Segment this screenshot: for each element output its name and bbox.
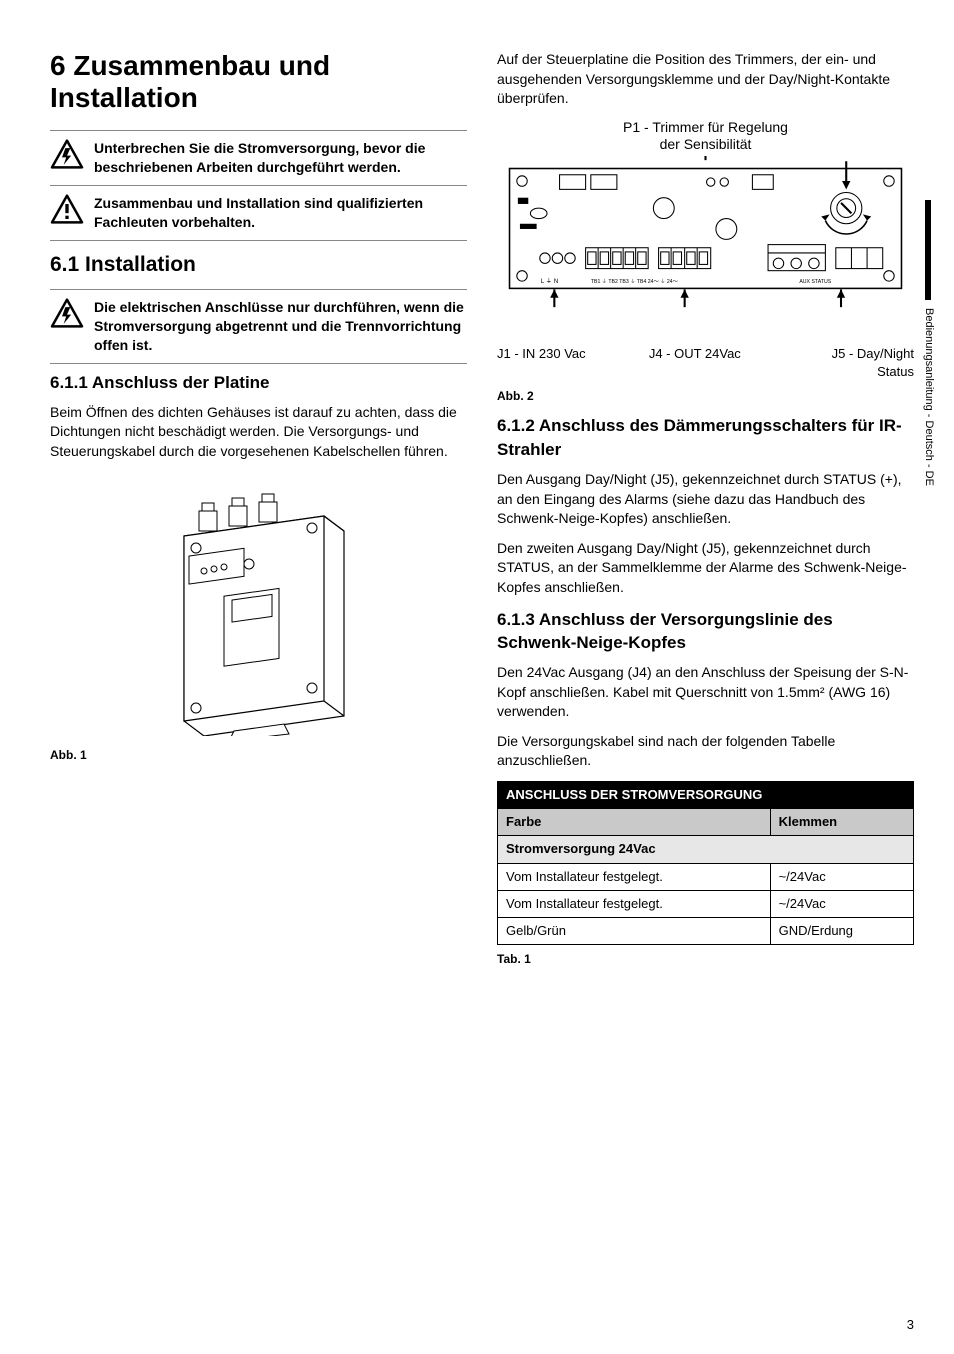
warning-electrical: Die elektrischen Anschlüsse nur durchfüh…: [50, 289, 467, 364]
right-column: Auf der Steuerplatine die Position des T…: [497, 50, 914, 978]
subsubsection-title: 6.1.1 Anschluss der Platine: [50, 371, 467, 395]
warning-text: Zusammenbau und Installation sind qualif…: [94, 194, 467, 232]
svg-text:AUX STATUS: AUX STATUS: [799, 280, 831, 286]
table-cell: GND/Erdung: [770, 918, 913, 945]
svg-text:L ⏚ N: L ⏚ N: [541, 278, 558, 286]
power-connection-table: ANSCHLUSS DER STROMVERSORGUNG Farbe Klem…: [497, 781, 914, 945]
label-line: P1 - Trimmer für Regelung: [623, 119, 788, 135]
page-number: 3: [907, 1316, 914, 1334]
body-text: Die Versorgungskabel sind nach der folge…: [497, 732, 914, 771]
label-j1: J1 - IN 230 Vac: [497, 345, 586, 381]
caution-icon: [50, 194, 84, 224]
table-row: Vom Installateur festgelegt. ~/24Vac: [498, 890, 914, 917]
table-title: ANSCHLUSS DER STROMVERSORGUNG: [498, 782, 914, 809]
subsubsection-title: 6.1.2 Anschluss des Dämmerungsschalters …: [497, 414, 914, 462]
figure-caption: Abb. 2: [497, 388, 914, 405]
table-cell: ~/24Vac: [770, 863, 913, 890]
table-col-header: Klemmen: [770, 809, 913, 836]
electrical-hazard-icon: [50, 298, 84, 328]
table-row: Gelb/Grün GND/Erdung: [498, 918, 914, 945]
side-tab: Bedienungsanleitung - Deutsch - DE: [921, 200, 936, 486]
label-line: der Sensibilität: [660, 136, 752, 152]
electrical-hazard-icon: [50, 139, 84, 169]
body-text: Beim Öffnen des dichten Gehäuses ist dar…: [50, 403, 467, 462]
warning-power: Unterbrechen Sie die Stromversorgung, be…: [50, 130, 467, 186]
table-caption: Tab. 1: [497, 951, 914, 968]
warning-text: Die elektrischen Anschlüsse nur durchfüh…: [94, 298, 467, 355]
subsubsection-title: 6.1.3 Anschluss der Versorgungslinie des…: [497, 608, 914, 656]
section-title: 6 Zusammenbau und Installation: [50, 50, 467, 114]
pcb-bottom-labels: J1 - IN 230 Vac J4 - OUT 24Vac J5 - Day/…: [497, 345, 914, 381]
page-container: 6 Zusammenbau und Installation Unterbrec…: [50, 50, 914, 978]
warning-text: Unterbrechen Sie die Stromversorgung, be…: [94, 139, 467, 177]
pcb-illustration: L ⏚ N TB1 ⏚ TB2 TB3 ⏚ TB4 24～ ⏚ 24～ AUX …: [497, 156, 914, 333]
enclosure-illustration: [154, 476, 364, 736]
body-text: Den zweiten Ausgang Day/Night (J5), geke…: [497, 539, 914, 598]
table-row: Vom Installateur festgelegt. ~/24Vac: [498, 863, 914, 890]
table-subheader: Stromversorgung 24Vac: [498, 836, 914, 863]
table-cell: Gelb/Grün: [498, 918, 771, 945]
table-cell: Vom Installateur festgelegt.: [498, 890, 771, 917]
side-tab-label: Bedienungsanleitung - Deutsch - DE: [921, 308, 936, 486]
body-text: Auf der Steuerplatine die Position des T…: [497, 50, 914, 109]
body-text: Den 24Vac Ausgang (J4) an den Anschluss …: [497, 663, 914, 722]
left-column: 6 Zusammenbau und Installation Unterbrec…: [50, 50, 467, 978]
body-text: Den Ausgang Day/Night (J5), gekennzeichn…: [497, 470, 914, 529]
pcb-top-label: P1 - Trimmer für Regelung der Sensibilit…: [497, 119, 914, 153]
figure-caption: Abb. 1: [50, 747, 467, 764]
label-j4: J4 - OUT 24Vac: [649, 345, 741, 381]
table-cell: ~/24Vac: [770, 890, 913, 917]
svg-text:TB1 ⏚ TB2 TB3 ⏚ TB4 24～ ⏚ 2: TB1 ⏚ TB2 TB3 ⏚ TB4 24～ ⏚ 24～: [591, 279, 678, 286]
warning-qualified: Zusammenbau und Installation sind qualif…: [50, 185, 467, 241]
table-cell: Vom Installateur festgelegt.: [498, 863, 771, 890]
table-col-header: Farbe: [498, 809, 771, 836]
label-j5: J5 - Day/Night Status: [804, 345, 914, 381]
side-tab-marker: [925, 200, 931, 300]
subsection-title: 6.1 Installation: [50, 250, 467, 279]
figure-pcb: L ⏚ N TB1 ⏚ TB2 TB3 ⏚ TB4 24～ ⏚ 24～ AUX …: [497, 156, 914, 339]
figure-enclosure: [50, 476, 467, 742]
